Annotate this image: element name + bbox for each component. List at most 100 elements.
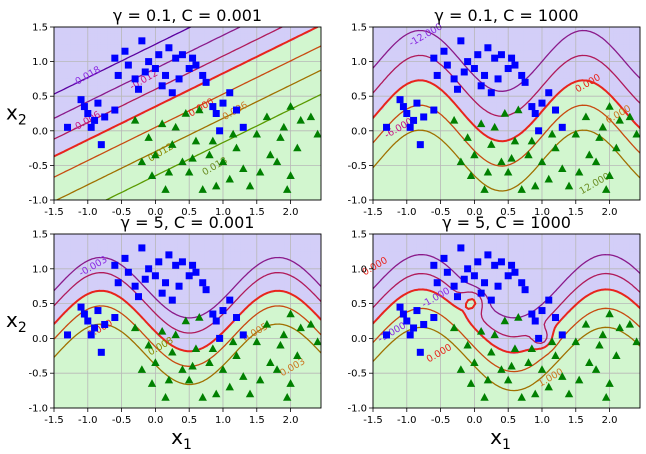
point-class1-triangle <box>313 337 321 346</box>
point-class0-square <box>440 254 448 262</box>
contour-lines <box>54 256 321 386</box>
point-class1-triangle <box>171 330 180 339</box>
point-class0-square <box>535 127 543 135</box>
subplot-gamma-0.1-c-0.001: -0.018-0.012-0.0060.0000.0060.0120.018-1… <box>6 6 322 218</box>
point-class0-square <box>202 78 210 86</box>
point-class1-triangle <box>178 365 187 373</box>
y-tick-label: -0.5 <box>347 369 367 380</box>
point-class0-square <box>410 116 418 124</box>
point-class0-square <box>558 123 566 131</box>
point-class1-triangle <box>195 105 204 114</box>
x-tick-label: 2.0 <box>602 207 618 218</box>
point-class0-square <box>470 65 478 73</box>
point-class0-square <box>84 317 92 325</box>
x-tick-label: 1.5 <box>568 207 584 218</box>
y-axis-label: x2 <box>6 101 27 129</box>
point-class1-triangle <box>483 375 493 384</box>
point-class0-square <box>192 61 200 69</box>
y-tick-label: -0.5 <box>28 369 48 380</box>
point-class0-square <box>114 279 122 287</box>
point-class0-square <box>94 307 102 315</box>
point-class0-square <box>383 123 391 131</box>
point-class0-square <box>87 123 95 131</box>
point-class0-square <box>450 75 458 83</box>
point-class0-square <box>97 348 105 356</box>
point-class0-square <box>209 310 217 318</box>
subplot-title: γ = 5, C = 1000 <box>442 213 571 232</box>
point-class1-triangle <box>157 326 167 335</box>
point-class0-square <box>484 251 492 259</box>
y-tick-label: -1.0 <box>28 196 48 207</box>
point-class0-square <box>189 54 197 62</box>
x-tick-label: -0.5 <box>112 207 132 218</box>
point-class0-square <box>497 51 505 59</box>
point-class0-square <box>383 331 391 339</box>
point-class0-square <box>430 261 438 269</box>
x-tick-label: 2.0 <box>283 415 299 426</box>
point-class0-square <box>531 110 539 117</box>
point-class0-square <box>491 54 499 62</box>
y-tick-label: 1.5 <box>32 23 48 34</box>
point-class0-square <box>464 58 472 66</box>
point-class1-triangle <box>497 365 506 373</box>
point-class0-square <box>491 261 499 269</box>
point-class0-square <box>219 307 227 315</box>
point-class1-triangle <box>171 122 180 131</box>
point-class1-triangle <box>286 171 295 179</box>
point-class1-triangle <box>527 344 537 353</box>
y-tick-label: 1.5 <box>32 230 48 241</box>
x-tick-label: 0.0 <box>466 415 482 426</box>
point-class0-square <box>131 282 139 290</box>
x-axis-label: x1 <box>490 425 511 453</box>
point-class0-square <box>202 286 210 294</box>
point-class1-triangle <box>490 122 499 131</box>
point-class1-triangle <box>605 309 614 318</box>
point-class0-square <box>134 293 142 301</box>
point-class1-triangle <box>272 157 282 166</box>
data-points <box>64 37 321 193</box>
point-class0-square <box>477 82 485 90</box>
x-tick-label: 0.5 <box>181 207 197 218</box>
x-tick-label: -0.5 <box>431 415 451 426</box>
point-class0-square <box>528 103 536 111</box>
point-class0-square <box>396 96 404 104</box>
point-class1-triangle <box>208 344 218 353</box>
point-class1-triangle <box>591 157 601 166</box>
point-class1-triangle <box>225 382 234 391</box>
point-class1-triangle <box>276 340 285 349</box>
point-class0-square <box>521 286 529 294</box>
point-class0-square <box>450 282 458 290</box>
y-tick-label: 0.0 <box>32 334 48 345</box>
point-class1-triangle <box>574 167 584 176</box>
point-class0-square <box>487 296 495 304</box>
x-tick-label: -1.5 <box>44 207 64 218</box>
point-class0-square <box>114 71 122 79</box>
point-class0-square <box>413 99 421 107</box>
x-tick-label: -1.0 <box>397 207 417 218</box>
point-class0-square <box>430 54 438 62</box>
point-class1-triangle <box>483 167 493 176</box>
point-class1-triangle <box>272 365 282 373</box>
point-class1-triangle <box>585 358 594 366</box>
point-class0-square <box>77 303 85 311</box>
point-class0-square <box>158 82 166 90</box>
x-tick-label: 1.0 <box>534 207 550 218</box>
y-tick-label: 0.0 <box>351 126 367 137</box>
point-class1-triangle <box>507 361 516 370</box>
point-class0-square <box>64 331 72 339</box>
x-tick-label: 0.0 <box>147 207 163 218</box>
x-tick-label: 1.5 <box>249 415 265 426</box>
y-tick-label: -1.0 <box>28 404 48 415</box>
point-class0-square <box>172 261 180 269</box>
point-class1-triangle <box>480 185 489 193</box>
point-class0-square <box>406 331 414 339</box>
point-class0-square <box>440 47 448 55</box>
point-class1-triangle <box>181 109 191 117</box>
x-tick-label: -1.5 <box>363 207 383 218</box>
point-class1-triangle <box>595 340 604 349</box>
point-class0-square <box>460 275 468 283</box>
point-class0-square <box>477 289 485 297</box>
point-class1-triangle <box>151 358 160 366</box>
x-tick-label: -0.5 <box>431 207 451 218</box>
point-class1-triangle <box>612 143 621 152</box>
